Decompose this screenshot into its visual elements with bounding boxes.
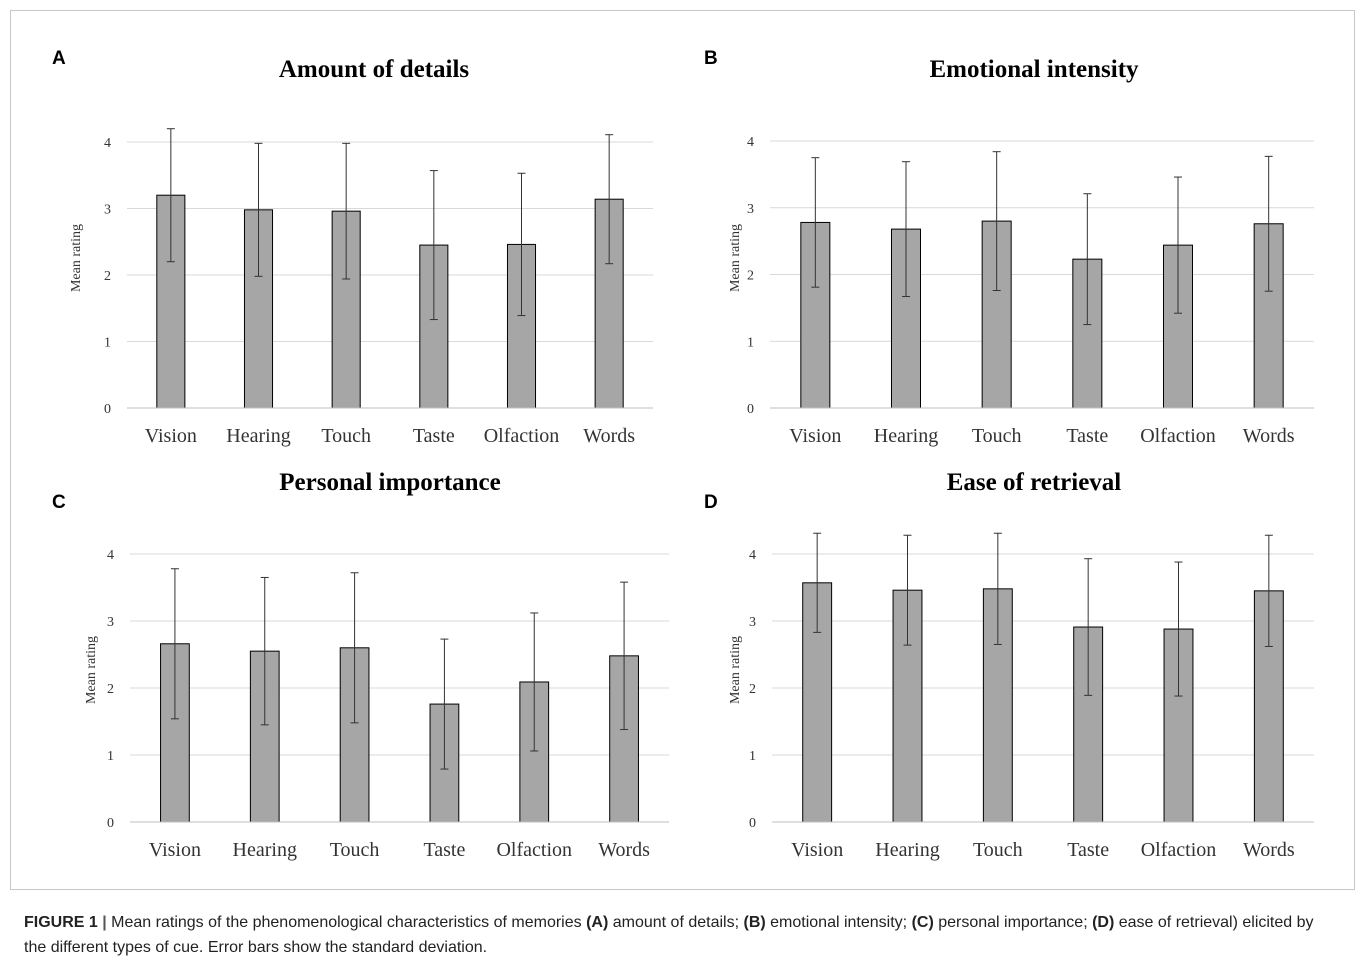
y-tick-label: 2 (747, 269, 754, 284)
y-tick-label: 4 (749, 548, 756, 563)
y-tick-label: 0 (107, 816, 114, 831)
panel-letter-b: B (704, 48, 718, 69)
x-tick-label-taste: Taste (413, 425, 455, 447)
x-tick-label-taste: Taste (1066, 425, 1108, 447)
x-tick-label-touch: Touch (330, 839, 380, 861)
y-tick-label: 2 (107, 682, 114, 697)
y-tick-label: 1 (107, 749, 114, 764)
caption-figure-label: FIGURE 1 (24, 914, 98, 931)
caption-text-c: personal importance; (933, 914, 1093, 931)
x-tick-label-vision: Vision (791, 839, 843, 861)
y-tick-label: 4 (747, 135, 754, 150)
x-tick-label-words: Words (1243, 839, 1295, 861)
x-tick-label-olfaction: Olfaction (1141, 839, 1217, 861)
y-tick-label: 3 (104, 203, 111, 218)
caption-text-1: Mean ratings of the phenomenological cha… (106, 914, 587, 931)
x-tick-label-taste: Taste (423, 839, 465, 861)
y-tick-label: 3 (107, 615, 114, 630)
x-tick-label-hearing: Hearing (875, 839, 939, 861)
y-tick-label: 0 (104, 402, 111, 417)
chart-title-d: Ease of retrieval (946, 469, 1122, 496)
x-tick-label-vision: Vision (149, 839, 201, 861)
x-tick-label-touch: Touch (972, 425, 1022, 447)
y-tick-label: 1 (749, 749, 756, 764)
caption-tag-d: (D) (1092, 914, 1115, 931)
chart-title-b: Emotional intensity (929, 56, 1139, 83)
caption-text-a: amount of details; (608, 914, 744, 931)
x-tick-label-olfaction: Olfaction (496, 839, 572, 861)
x-tick-label-hearing: Hearing (874, 425, 938, 447)
x-tick-label-hearing: Hearing (233, 839, 297, 861)
x-tick-label-words: Words (598, 839, 650, 861)
y-tick-label: 1 (104, 336, 111, 351)
x-tick-label-taste: Taste (1067, 839, 1109, 861)
figure-caption: FIGURE 1 | Mean ratings of the phenomeno… (24, 910, 1334, 960)
x-tick-label-vision: Vision (789, 425, 841, 447)
y-tick-label: 1 (747, 335, 754, 350)
x-tick-label-olfaction: Olfaction (1140, 425, 1216, 447)
y-tick-label: 0 (749, 816, 756, 831)
x-tick-label-words: Words (583, 425, 635, 447)
panel-letter-d: D (704, 492, 718, 513)
y-tick-label: 2 (749, 682, 756, 697)
x-tick-label-touch: Touch (973, 839, 1023, 861)
x-tick-label-vision: Vision (145, 425, 197, 447)
x-tick-label-touch: Touch (321, 425, 371, 447)
x-tick-label-hearing: Hearing (226, 425, 290, 447)
caption-text-d: ease of retrieval) elicited by the diffe… (24, 914, 1314, 956)
y-tick-label: 0 (747, 402, 754, 417)
x-tick-label-olfaction: Olfaction (484, 425, 560, 447)
x-tick-label-words: Words (1243, 425, 1295, 447)
y-tick-label: 4 (107, 548, 114, 563)
caption-tag-b: (B) (743, 914, 766, 931)
chart-title-c: Personal importance (279, 469, 501, 496)
panel-letter-a: A (52, 48, 66, 69)
y-tick-label: 2 (104, 269, 111, 284)
panel-letter-c: C (52, 492, 66, 513)
y-tick-label: 3 (747, 202, 754, 217)
y-tick-label: 3 (749, 615, 756, 630)
caption-tag-a: (A) (586, 914, 609, 931)
caption-separator: | (102, 914, 107, 931)
chart-title-a: Amount of details (278, 56, 470, 83)
caption-text-b: emotional intensity; (765, 914, 912, 931)
y-tick-label: 4 (104, 136, 111, 151)
caption-tag-c: (C) (911, 914, 934, 931)
